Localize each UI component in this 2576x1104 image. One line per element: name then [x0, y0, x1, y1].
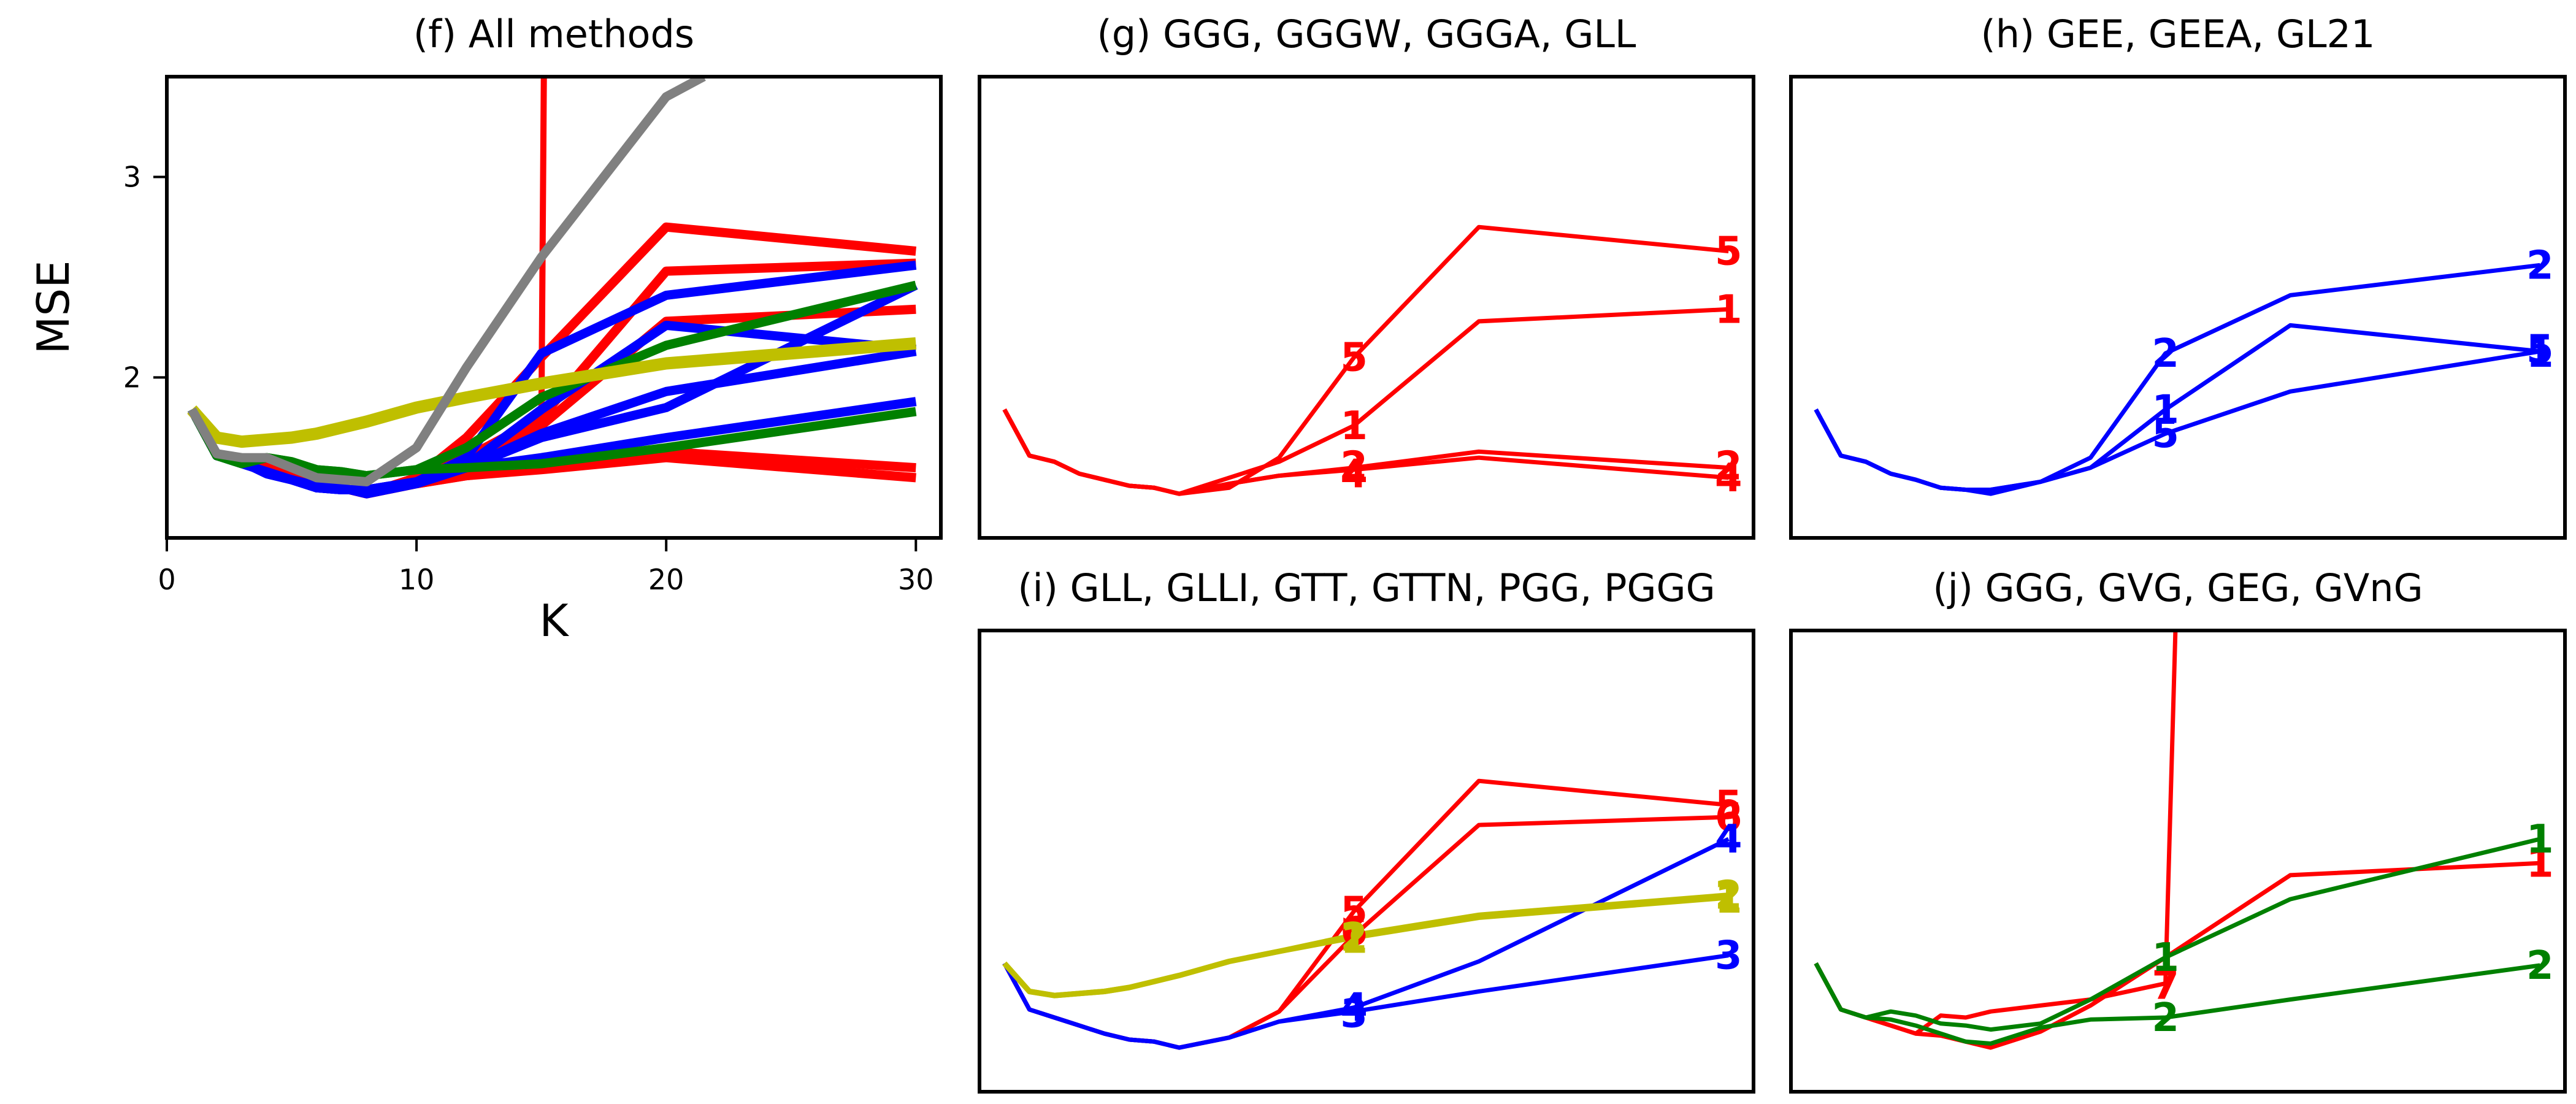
curve-label: 1 [1340, 918, 1368, 963]
series-line-3 [1002, 408, 1729, 496]
panel-title: (i) GLL, GLLI, GTT, GTTN, PGG, PGGG [1018, 565, 1715, 610]
curve-label: 2 [1340, 443, 1368, 489]
axes-frame [1789, 629, 2567, 1094]
curve-label: 1 [2152, 935, 2179, 981]
curve-label: 1 [2526, 841, 2554, 886]
curve-label: 4 [1340, 451, 1368, 497]
curve-label: 5 [2526, 328, 2554, 373]
curve-label: 5 [1715, 229, 1742, 274]
curve-label: 2 [2152, 995, 2179, 1041]
curve-label: 2 [2526, 243, 2554, 288]
panel-title: (j) GGG, GVG, GEG, GVnG [1933, 565, 2423, 610]
curve-label: 2 [1340, 915, 1368, 960]
series-line-13 [187, 337, 917, 448]
x-tick-label: 0 [158, 563, 175, 596]
curve-label: 3 [1340, 991, 1368, 1037]
curve-label: 4 [1715, 456, 1742, 501]
panel-f: (f) All methods 0 10 20 30 2 3 K MSE [28, 12, 943, 646]
y-tick-label: 2 [123, 361, 141, 394]
axes-frame [978, 629, 1755, 1094]
series-line-3 [1814, 962, 2540, 1046]
curve-label: 5 [2152, 412, 2179, 457]
axes-frame [165, 75, 943, 540]
curve-label: 1 [1715, 877, 1742, 922]
curve-label: 5 [1340, 335, 1368, 381]
series-group [1814, 263, 2540, 496]
x-tick-label: 20 [648, 563, 684, 596]
x-tick-label: 30 [898, 563, 934, 596]
series-line-0 [1814, 631, 2178, 1036]
curve-label: 6 [1715, 795, 1742, 840]
curve-label: 4 [1340, 986, 1368, 1031]
series-line-12 [188, 407, 917, 481]
curve-label: 1 [2526, 817, 2554, 862]
curve-label: 2 [1715, 873, 1742, 919]
curve-label: 1 [2152, 388, 2179, 433]
series-group [1002, 224, 1729, 496]
y-tick-label: 3 [123, 160, 141, 193]
curve-label: 5 [1340, 889, 1368, 935]
curve-label: 2 [2526, 943, 2554, 989]
curve-label: 4 [1715, 817, 1742, 862]
curve-label: 7 [2152, 964, 2179, 1009]
curve-label: 5 [1715, 783, 1742, 828]
curve-label: 6 [1340, 909, 1368, 954]
curve-label: 2 [2152, 331, 2179, 377]
series-line-5 [1002, 892, 1729, 999]
series-group [187, 77, 918, 499]
curve-label: 1 [1715, 287, 1742, 332]
curve-label: 2 [1715, 443, 1742, 489]
series-line-14 [188, 77, 706, 486]
panel-i: (i) GLL, GLLI, GTT, GTTN, PGG, PGGG56214… [978, 565, 1755, 1094]
series-line-3 [1002, 837, 1730, 1050]
curve-label: 1 [2526, 331, 2554, 377]
axes-frame [1789, 75, 2567, 540]
x-axis-label: K [539, 595, 569, 646]
axes-frame [978, 75, 1755, 540]
series-group [1814, 631, 2541, 1050]
x-tick-label: 10 [399, 563, 435, 596]
curve-label: 1 [2152, 935, 2179, 981]
series-line-2 [1814, 349, 2540, 492]
y-axis-label: MSE [28, 260, 79, 354]
curve-label: 1 [1340, 404, 1368, 449]
panel-title: (h) GEE, GEEA, GL21 [1981, 12, 2375, 56]
panel-title: (f) All methods [413, 12, 694, 56]
series-group [1002, 778, 1730, 1050]
curve-label: 3 [1715, 933, 1742, 979]
panel-title: (g) GGG, GGGW, GGGA, GLL [1097, 12, 1636, 56]
